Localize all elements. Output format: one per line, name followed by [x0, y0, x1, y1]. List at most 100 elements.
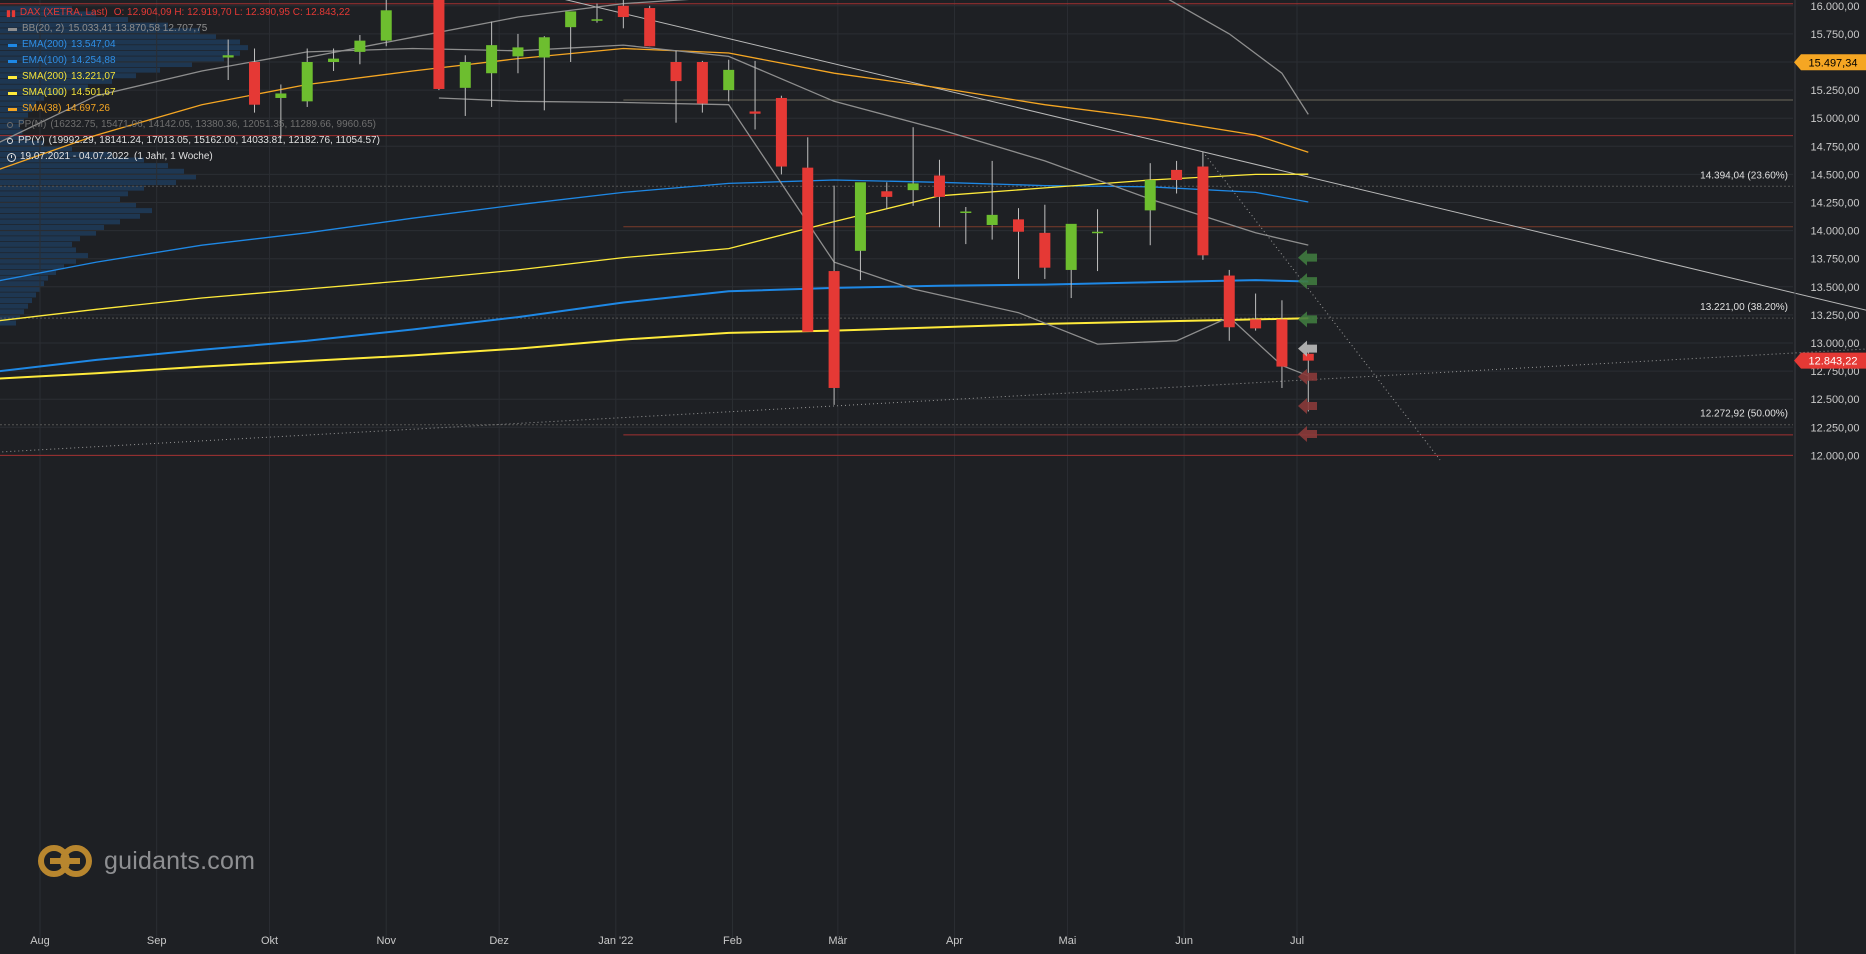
legend-swatch-sma38 [8, 107, 17, 111]
volume-profile-bar [0, 275, 48, 281]
candle-body [828, 271, 840, 388]
volume-profile-bar [0, 90, 64, 96]
legend-sma38-value: 14.697,26 [65, 103, 110, 114]
candle-body [328, 58, 340, 62]
price-tag-label: 12.843,22 [1809, 356, 1858, 368]
volume-profile-bar [0, 62, 192, 67]
y-tick-label: 12.750,00 [1811, 366, 1860, 378]
legend-range-interval: (1 Jahr, 1 Woche) [133, 151, 213, 162]
legend-row-sma200[interactable]: SMA(200) 13.221,07 [6, 69, 380, 85]
volume-profile-bar [0, 22, 168, 28]
candle-body [380, 10, 392, 41]
volume-profile-bar [0, 73, 136, 79]
series-line-bb-20-2- [0, 44, 1309, 246]
legend-sma100-value: 14.501,67 [71, 87, 116, 98]
candle-body [617, 5, 629, 18]
volume-profile-bar [0, 95, 44, 101]
y-tick-label: 13.500,00 [1811, 282, 1860, 294]
volume-profile-bar [0, 309, 24, 315]
clock-icon [7, 152, 16, 162]
candle-body [1276, 319, 1288, 367]
candles[interactable] [222, 0, 1314, 412]
legend-sma38-name: SMA(38) [22, 103, 62, 114]
volume-profile-bar [0, 78, 112, 84]
legend-row-dax[interactable]: ▮▮ DAX (XETRA, Last) O: 12.904,09 H: 12.… [6, 5, 380, 21]
volume-profile-bar [0, 314, 20, 320]
legend-swatch-bb [8, 27, 17, 31]
volume-profile-bar [0, 112, 28, 118]
x-tick-label: Mär [828, 935, 847, 947]
legend-row-ppm[interactable]: PP(M) (16232.75, 15471.06, 14142.05, 133… [6, 117, 380, 133]
volume-profile-bar [0, 191, 128, 197]
candle-body [960, 211, 972, 213]
legend-swatch-ema100 [8, 59, 17, 63]
candle-body [723, 69, 735, 91]
x-tick-label: Apr [946, 935, 963, 947]
series-line-sma-200- [0, 317, 1309, 380]
volume-profile-bar [0, 292, 36, 298]
candle-body [670, 62, 682, 82]
volume-profile-bar [0, 286, 40, 292]
y-tick-label: 12.250,00 [1811, 422, 1860, 434]
candle-body [1092, 231, 1104, 234]
fib-level-label: 12.272,92 (50.00%) [1700, 409, 1788, 420]
legend-row-range[interactable]: 19.07.2021 - 04.07.2022 (1 Jahr, 1 Woche… [6, 149, 380, 165]
volume-profile-bar [0, 253, 88, 259]
volume-profile-bar [0, 56, 224, 62]
legend-row-bb[interactable]: BB(20, 2) 15.033,41 13.870,58 12.707,75 [6, 21, 380, 37]
y-tick-label: 12.500,00 [1811, 394, 1860, 406]
y-tick-label: 14.000,00 [1811, 226, 1860, 238]
chart-legend: ▮▮ DAX (XETRA, Last) O: 12.904,09 H: 12.… [6, 5, 380, 165]
legend-row-ppy[interactable]: PP(Y) (19992.29, 18141.24, 17013.05, 151… [6, 133, 380, 149]
x-tick-label: Jun [1175, 935, 1193, 947]
candle-body [565, 11, 577, 28]
volume-profile-bar [0, 219, 120, 225]
volume-profile-bar [0, 28, 200, 34]
guidants-watermark: guidants.com [36, 843, 255, 879]
legend-row-ema200[interactable]: EMA(200) 13.547,04 [6, 37, 380, 53]
legend-row-ema100[interactable]: EMA(100) 14.254,88 [6, 53, 380, 69]
pivot-icon [7, 138, 13, 144]
legend-ppy-values: (19992.29, 18141.24, 17013.05, 15162.00,… [48, 135, 380, 146]
volume-profile-bar [0, 129, 23, 135]
legend-row-sma38[interactable]: SMA(38) 14.697,26 [6, 101, 380, 117]
volume-profile-bar [0, 320, 16, 326]
candle-body [749, 111, 761, 114]
legend-swatch-sma200 [8, 75, 17, 79]
y-tick-label: 13.000,00 [1811, 338, 1860, 350]
legend-ema200-value: 13.547,04 [71, 39, 116, 50]
volume-profile-bar [0, 146, 72, 152]
price-tags: 15.497,34 12.843,22 [1794, 54, 1866, 369]
candle-body [775, 97, 787, 167]
legend-ppy-name: PP(Y) [18, 135, 45, 146]
volume-profile-bar [0, 247, 76, 253]
series-line-ema-200- [0, 279, 1309, 373]
volume-profile-bar [0, 168, 184, 174]
volume-profile-bar [0, 33, 216, 39]
volume-profile-bar [0, 11, 96, 17]
legend-row-sma100[interactable]: SMA(100) 14.501,67 [6, 85, 380, 101]
fib-level-label: 13.221,00 (38.20%) [1700, 302, 1788, 313]
trend-line [1202, 151, 1441, 461]
x-tick-label: Mai [1059, 935, 1077, 947]
legend-sma200-name: SMA(200) [22, 71, 68, 82]
y-tick-label: 15.000,00 [1811, 113, 1860, 125]
candle-body [1250, 319, 1262, 329]
candle-body [1302, 353, 1314, 361]
x-tick-label: Nov [376, 935, 396, 947]
volume-profile-bar [0, 298, 32, 304]
legend-ppm-name: PP(M) [18, 119, 47, 130]
volume-profile-bar [0, 67, 160, 73]
x-tick-label: Sep [147, 935, 167, 947]
series-line-bb-20-2- [307, 0, 1309, 115]
legend-bb-name: BB(20, 2) [22, 23, 65, 34]
candle-body [512, 47, 524, 57]
candle-body [1171, 169, 1183, 181]
volume-profile-bar [0, 208, 152, 214]
y-tick-label: 13.250,00 [1811, 310, 1860, 322]
y-tick-label: 16.000,00 [1811, 1, 1860, 13]
legend-dax-ohlc: O: 12.904,09 H: 12.919,70 L: 12.390,95 C… [113, 7, 351, 18]
candle-body [222, 55, 234, 58]
